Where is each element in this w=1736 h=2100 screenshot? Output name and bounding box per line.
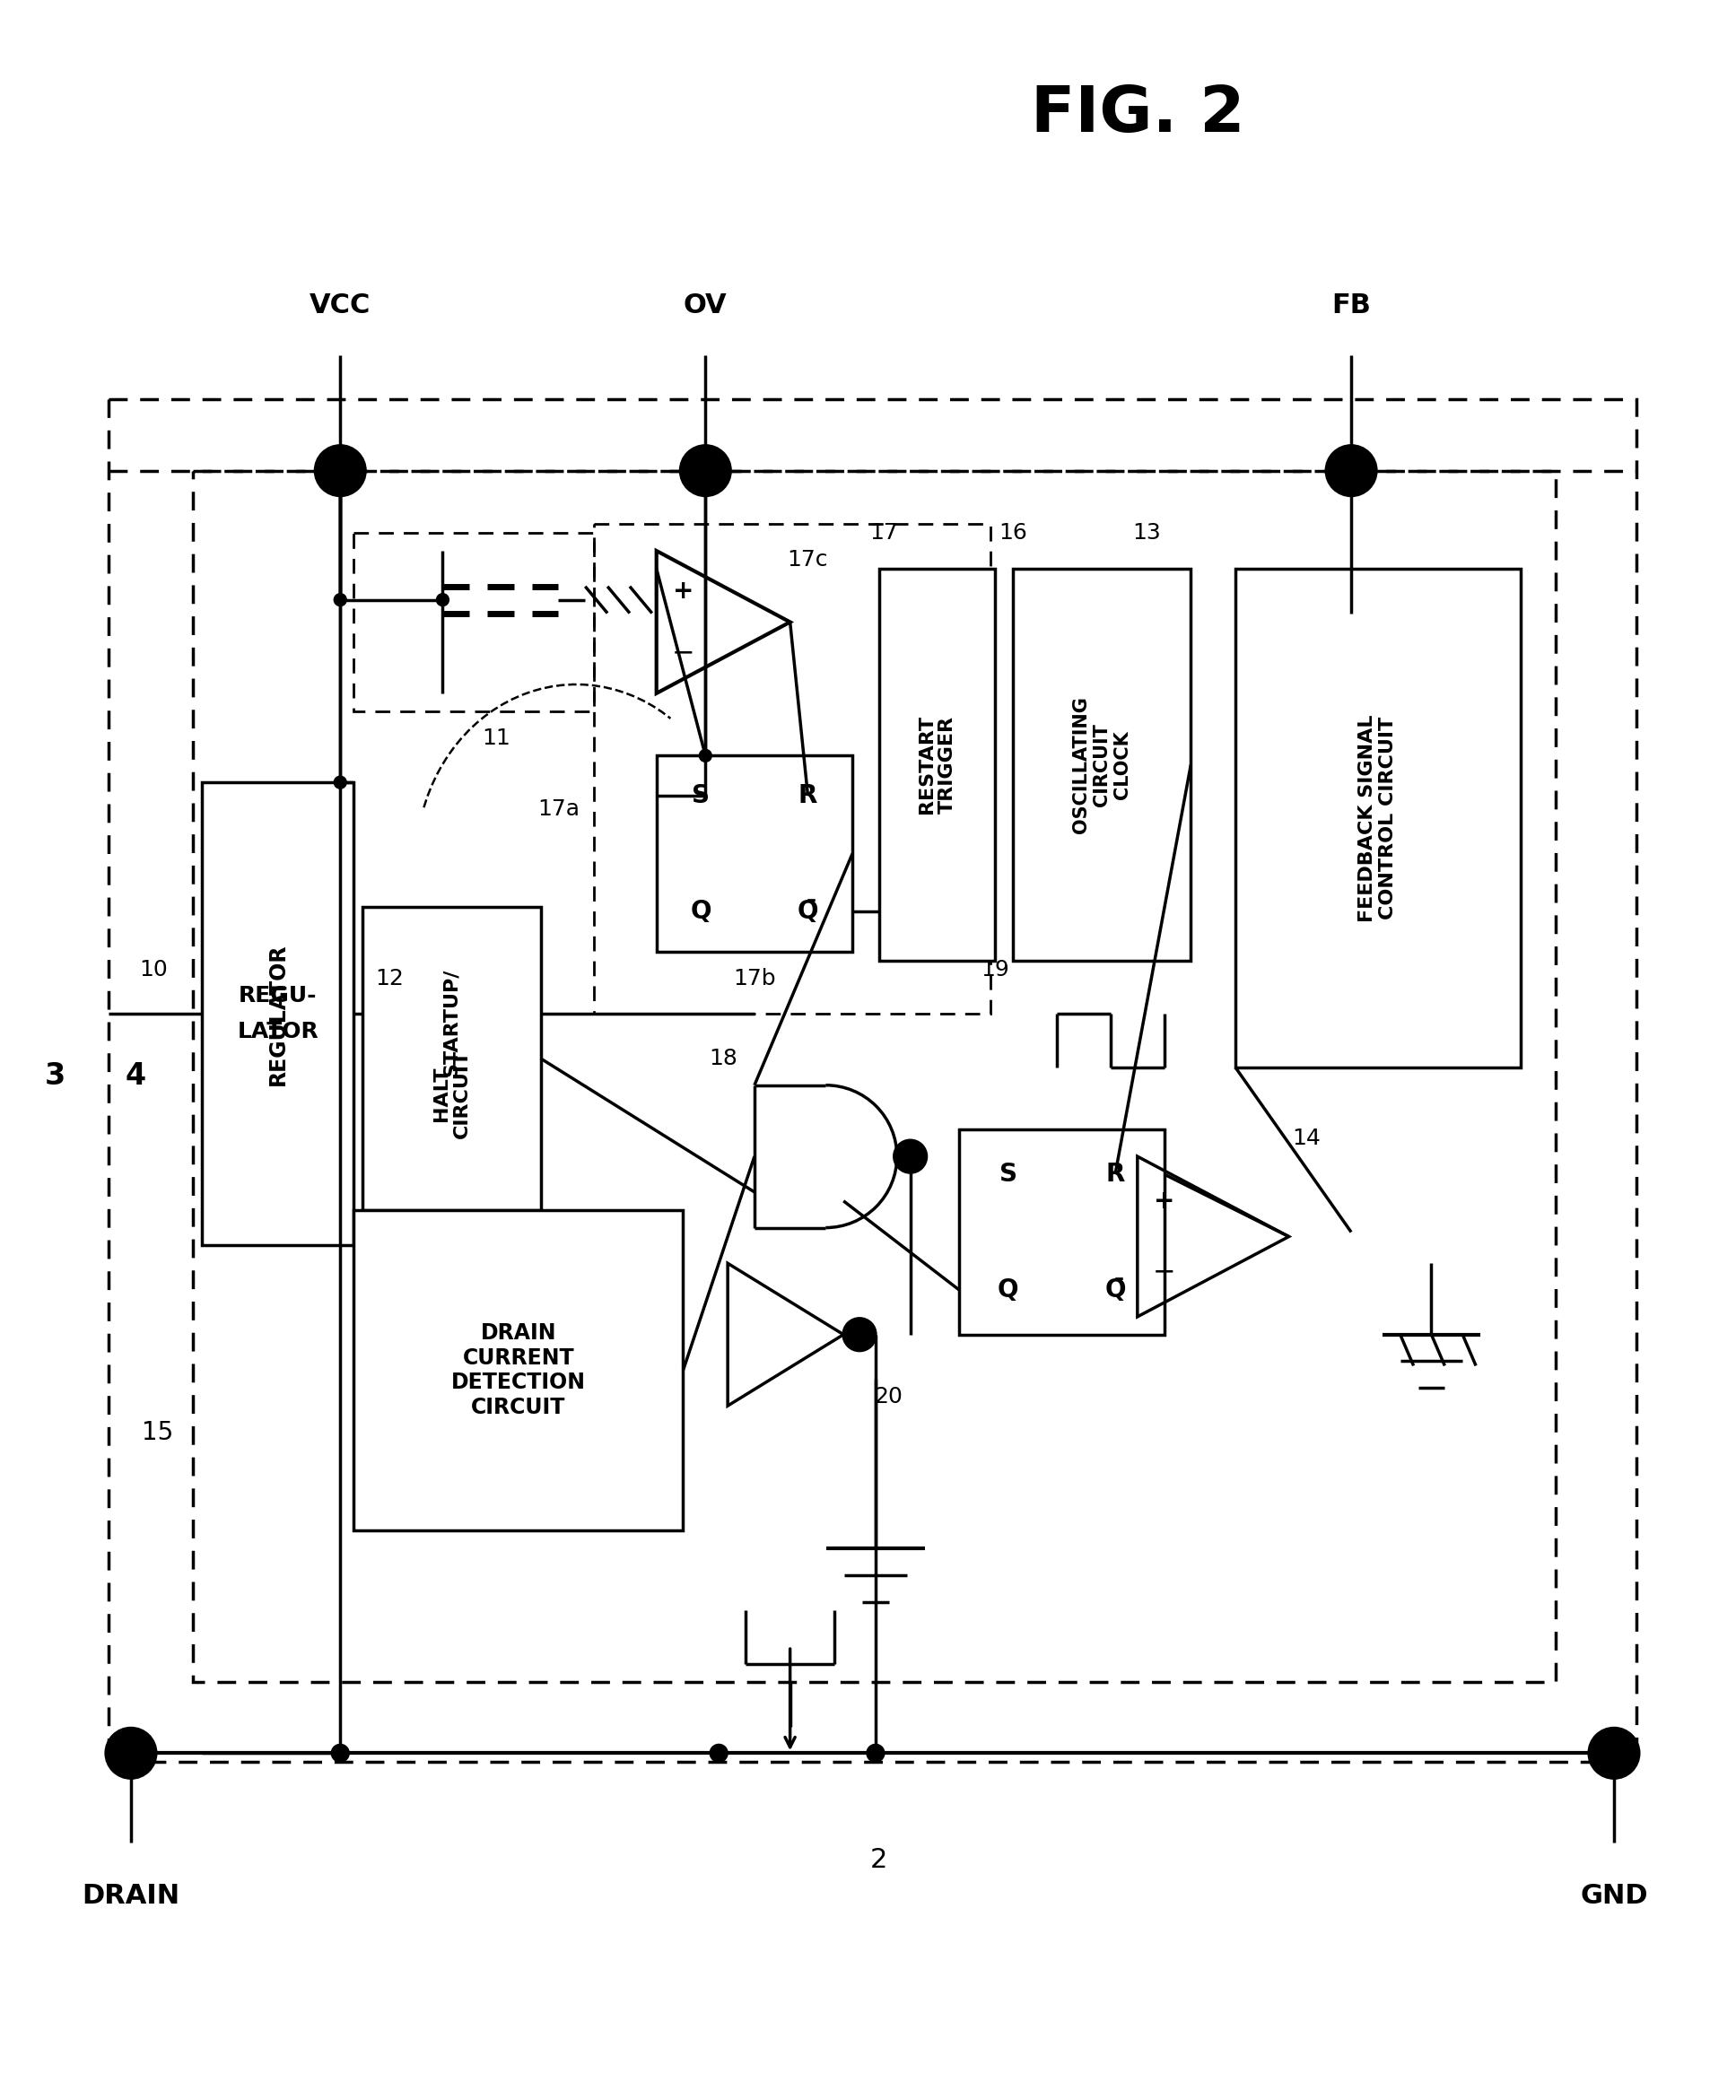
Bar [363, 907, 540, 1210]
Bar [109, 399, 1637, 1762]
Text: FIG. 2: FIG. 2 [1031, 84, 1245, 145]
Circle shape [894, 1140, 927, 1172]
Circle shape [710, 1745, 727, 1762]
Text: 18: 18 [708, 1048, 738, 1069]
Circle shape [844, 1319, 875, 1350]
Bar [354, 1210, 684, 1531]
Text: +: + [672, 578, 694, 603]
Text: S: S [693, 783, 710, 808]
Text: 11: 11 [483, 727, 510, 748]
Bar [960, 1130, 1165, 1336]
Text: 3: 3 [45, 1060, 66, 1092]
Text: GND: GND [1580, 1882, 1647, 1909]
Text: RESTART
TRIGGER: RESTART TRIGGER [918, 716, 957, 815]
Text: +: + [1154, 1189, 1175, 1214]
Text: R: R [799, 783, 818, 808]
Text: 14: 14 [1292, 1128, 1321, 1149]
Circle shape [1326, 445, 1377, 496]
Text: 10: 10 [139, 958, 167, 981]
Text: 15: 15 [142, 1420, 174, 1445]
Text: 17b: 17b [733, 968, 776, 989]
Text: Q: Q [691, 899, 712, 924]
Text: Q̄: Q̄ [797, 899, 818, 924]
Bar [878, 569, 995, 960]
Circle shape [333, 777, 347, 790]
Text: Q: Q [998, 1277, 1019, 1302]
Text: HALT
CIRCUIT: HALT CIRCUIT [432, 1050, 470, 1138]
Text: 17c: 17c [788, 548, 828, 571]
Text: FEEDBACK SIGNAL
CONTROL CIRCUIT: FEEDBACK SIGNAL CONTROL CIRCUIT [1359, 714, 1397, 922]
Text: 12: 12 [375, 968, 403, 989]
Text: −: − [672, 640, 694, 666]
Text: 17a: 17a [538, 798, 580, 819]
Text: OSCILLATING
CIRCUIT
CLOCK: OSCILLATING CIRCUIT CLOCK [1073, 695, 1132, 834]
Text: R: R [1106, 1161, 1125, 1186]
Text: S: S [1000, 1161, 1017, 1186]
Circle shape [316, 445, 365, 496]
Circle shape [1588, 1728, 1639, 1779]
Text: FB: FB [1332, 292, 1371, 319]
Text: REGU-: REGU- [238, 985, 318, 1006]
Text: −: − [1153, 1260, 1175, 1285]
Text: 20: 20 [873, 1386, 903, 1407]
Circle shape [436, 594, 450, 607]
Circle shape [333, 594, 347, 607]
Bar [201, 783, 354, 1245]
Text: OV: OV [684, 292, 727, 319]
Text: Q̄: Q̄ [1104, 1277, 1125, 1302]
Bar [594, 525, 991, 1014]
Circle shape [106, 1728, 156, 1779]
Text: 19: 19 [981, 958, 1009, 981]
Text: 16: 16 [998, 523, 1028, 544]
Text: 4: 4 [125, 1060, 146, 1092]
Circle shape [866, 1745, 884, 1762]
Circle shape [681, 445, 731, 496]
Text: 17: 17 [870, 523, 898, 544]
Text: STARTUP/: STARTUP/ [443, 968, 460, 1077]
Circle shape [700, 750, 712, 762]
Text: DRAIN
CURRENT
DETECTION
CIRCUIT: DRAIN CURRENT DETECTION CIRCUIT [451, 1323, 585, 1418]
Bar [193, 470, 1555, 1682]
Bar [1236, 569, 1521, 1067]
Text: 13: 13 [1132, 523, 1161, 544]
Text: REGULATOR: REGULATOR [267, 943, 288, 1086]
Circle shape [332, 1745, 349, 1762]
Bar [656, 756, 852, 951]
Bar [1012, 569, 1191, 960]
Text: DRAIN: DRAIN [82, 1882, 181, 1909]
Text: LATOR: LATOR [238, 1021, 319, 1042]
Bar [354, 533, 594, 712]
Text: VCC: VCC [309, 292, 372, 319]
Text: 2: 2 [870, 1848, 887, 1873]
